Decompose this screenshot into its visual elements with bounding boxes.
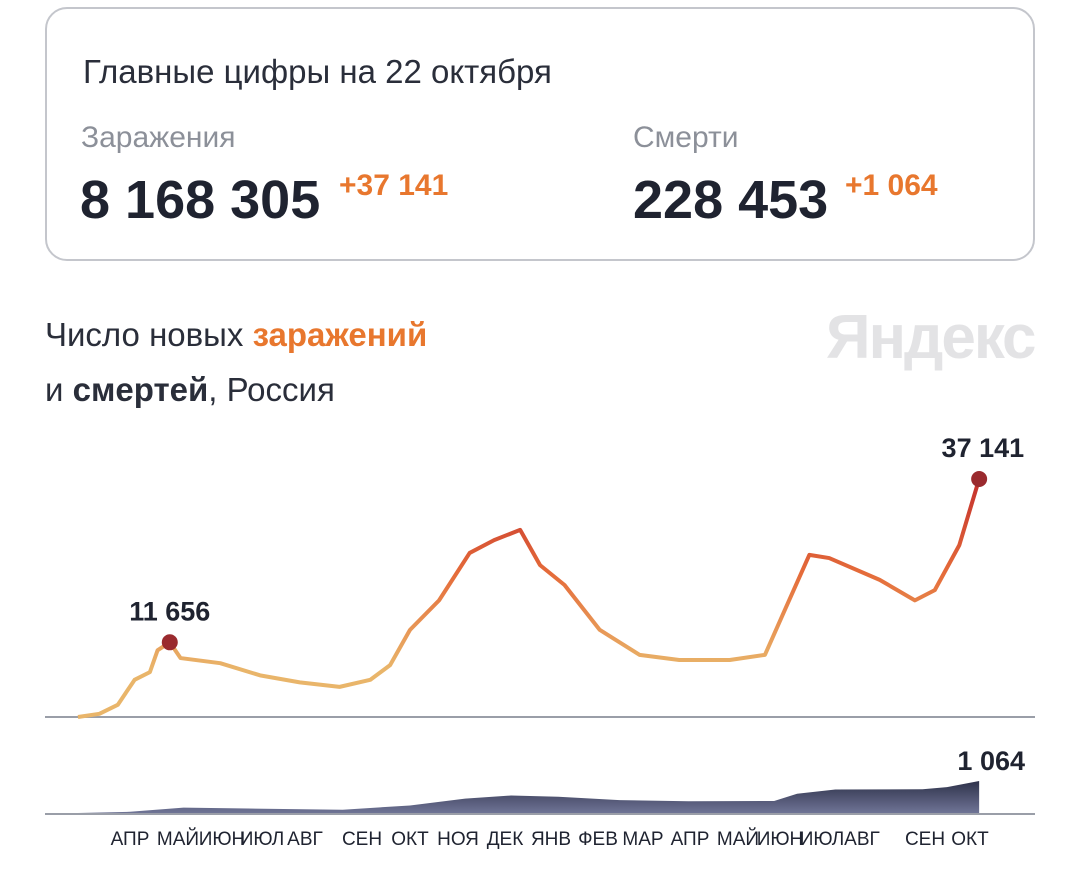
title-bold: смертей	[72, 371, 209, 408]
deaths-value: 228 453	[633, 170, 829, 230]
cases-line	[77, 478, 982, 719]
x-tick-label: МАЙ	[717, 828, 759, 850]
x-tick-label: СЕН	[342, 829, 382, 850]
peak-marker	[161, 634, 178, 651]
peak-label: 11 656	[129, 596, 210, 626]
yandex-logo: Яндекс	[826, 303, 1037, 372]
x-tick-label: СЕН	[905, 829, 945, 850]
title-text: , Россия	[208, 371, 335, 408]
x-tick-label: ИЮН	[757, 829, 804, 850]
chart-title-line1: Число новых заражений	[45, 316, 427, 354]
x-tick-label: НОЯ	[437, 829, 479, 850]
x-tick-label: АВГ	[844, 829, 880, 850]
x-tick-label: АПР	[671, 829, 710, 850]
x-tick-label: АПР	[111, 829, 150, 850]
x-tick-label: ЯНВ	[531, 829, 571, 850]
deaths-label: 1 064	[957, 746, 1025, 776]
x-tick-label: МАР	[622, 829, 663, 850]
x-tick-label: ОКТ	[391, 829, 429, 850]
cases-delta: +37 141	[339, 169, 449, 202]
deaths-delta: +1 064	[845, 169, 938, 202]
x-tick-label: ОКТ	[951, 829, 989, 850]
x-tick-label: ИЮЛ	[240, 829, 284, 850]
x-tick-label: АВГ	[287, 829, 323, 850]
key-figures-card: Главные цифры на 22 октября Заражения 8 …	[45, 7, 1035, 261]
peak-marker	[971, 471, 988, 487]
x-tick-label: ИЮЛ	[800, 829, 844, 850]
title-text: Число новых	[45, 316, 253, 353]
title-text: и	[45, 371, 73, 408]
deaths-area	[77, 781, 980, 813]
x-tick-label: ИЮН	[199, 829, 246, 850]
card-title: Главные цифры на 22 октября	[83, 53, 552, 90]
x-tick-label: ФЕВ	[578, 829, 618, 850]
chart-title-line2: и смертей, Россия	[45, 371, 335, 409]
cases-value: 8 168 305	[80, 170, 321, 230]
x-tick-label: ДЕК	[487, 829, 524, 850]
cases-label: Заражения	[81, 121, 236, 154]
peak-label: 37 141	[942, 433, 1025, 463]
x-tick-label: МАЙ	[157, 828, 199, 850]
deaths-label: Смерти	[633, 121, 739, 154]
title-highlight: заражений	[252, 316, 428, 353]
